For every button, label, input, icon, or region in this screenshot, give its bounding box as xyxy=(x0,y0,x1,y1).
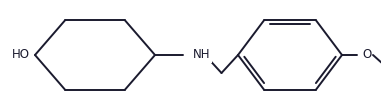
Text: NH: NH xyxy=(193,49,210,61)
Text: HO: HO xyxy=(12,49,30,61)
Text: O: O xyxy=(362,49,371,61)
